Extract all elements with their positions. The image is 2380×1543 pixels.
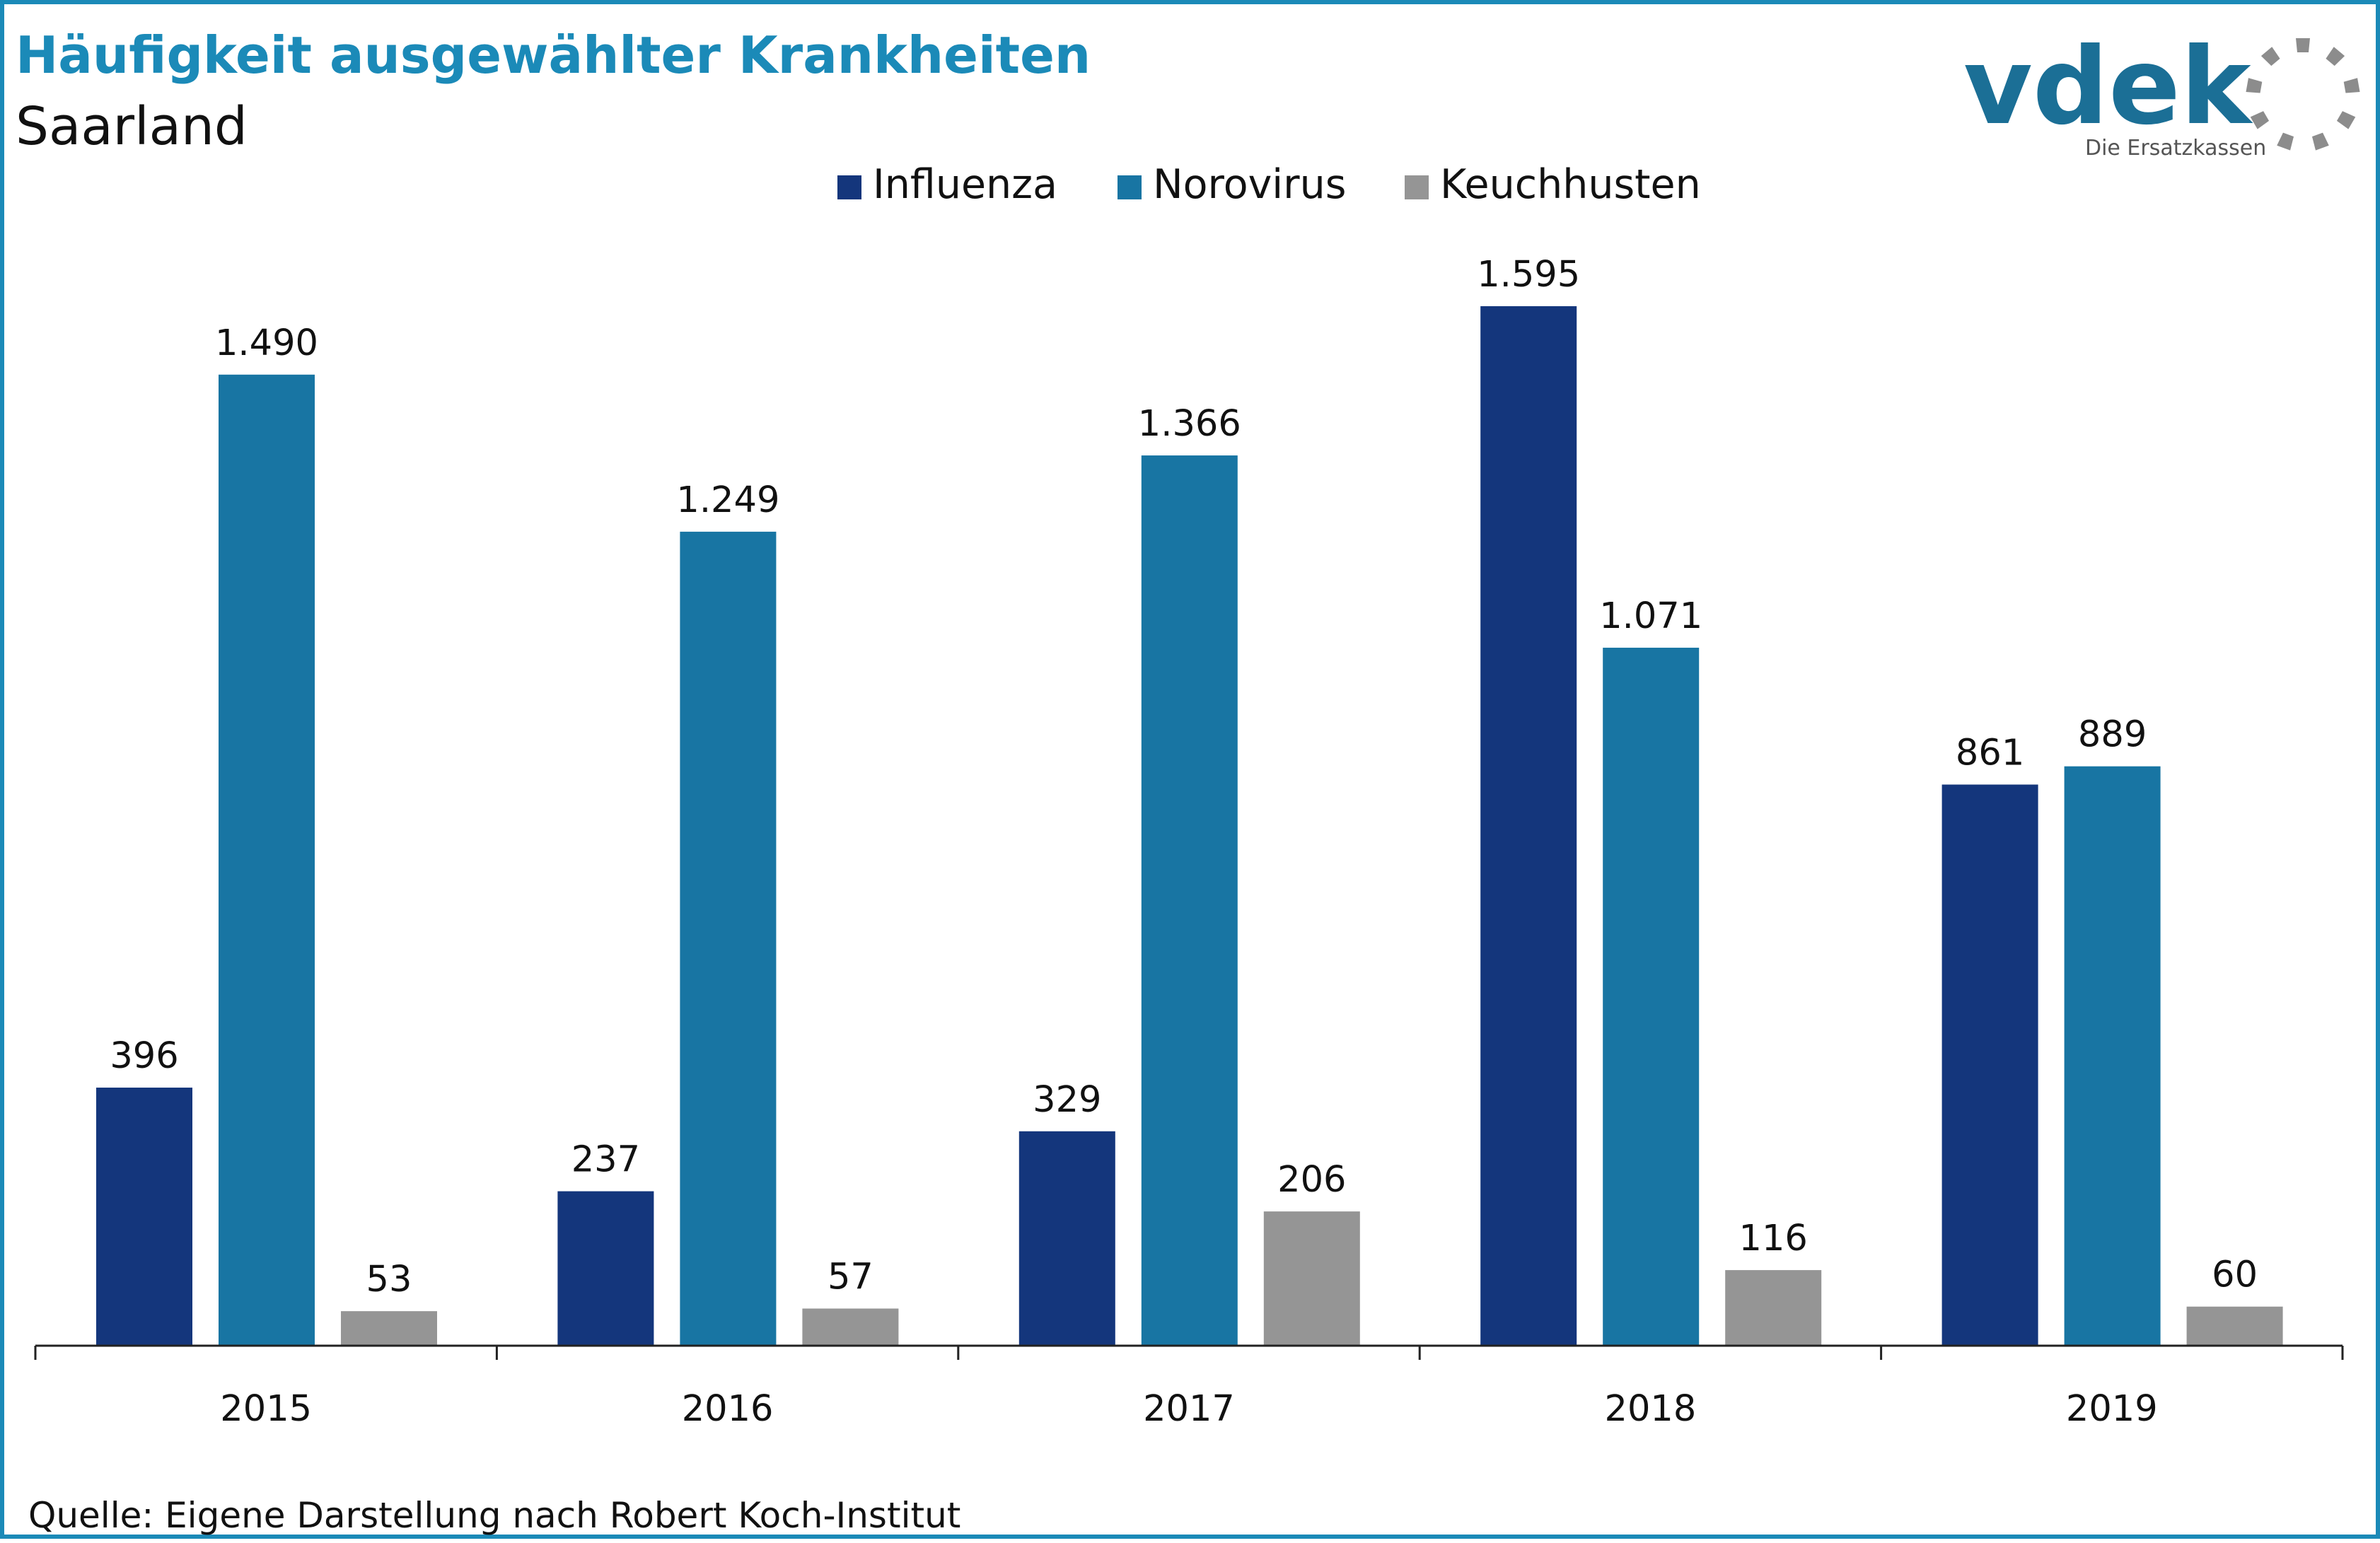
bar-norovirus-2016 [680, 531, 777, 1346]
x-tick-label-2018: 2018 [1605, 1388, 1697, 1430]
legend-label-norovirus: Norovirus [1153, 161, 1346, 208]
bar-keuchhusten-2017 [1263, 1211, 1360, 1346]
legend-swatch-influenza [837, 175, 861, 199]
bar-influenza-2016 [557, 1191, 654, 1346]
chart-title: Häufigkeit ausgewählter Krankheiten [16, 25, 1091, 85]
bar-influenza-2017 [1018, 1131, 1115, 1346]
x-tick-label-2015: 2015 [220, 1388, 312, 1430]
ring-of-dots-icon [2246, 38, 2360, 151]
value-label-keuchhusten-2015: 53 [366, 1259, 412, 1300]
bar-norovirus-2015 [219, 374, 315, 1346]
bar-keuchhusten-2018 [1725, 1270, 1822, 1346]
x-tick-label-2017: 2017 [1143, 1388, 1235, 1430]
value-label-influenza-2017: 329 [1033, 1079, 1101, 1121]
x-tick-label-2016: 2016 [682, 1388, 774, 1430]
legend-swatch-norovirus [1118, 175, 1142, 199]
value-label-keuchhusten-2017: 206 [1277, 1159, 1346, 1201]
value-label-influenza-2015: 396 [110, 1035, 178, 1077]
bar-norovirus-2018 [1603, 647, 1700, 1346]
bar-influenza-2018 [1480, 306, 1577, 1346]
value-label-norovirus-2016: 1.249 [676, 479, 779, 521]
value-label-keuchhusten-2019: 60 [2212, 1254, 2258, 1296]
bar-keuchhusten-2016 [802, 1308, 899, 1346]
value-label-norovirus-2019: 889 [2078, 714, 2147, 756]
value-label-norovirus-2018: 1.071 [1599, 595, 1702, 637]
bar-keuchhusten-2015 [341, 1311, 437, 1346]
value-label-keuchhusten-2018: 116 [1739, 1218, 1808, 1259]
value-label-influenza-2016: 237 [571, 1139, 640, 1181]
bar-norovirus-2019 [2064, 766, 2161, 1346]
source-note: Quelle: Eigene Darstellung nach Robert K… [28, 1495, 961, 1536]
legend-swatch-keuchhusten [1405, 175, 1429, 199]
x-tick-label-2019: 2019 [2066, 1388, 2158, 1430]
legend-label-keuchhusten: Keuchhusten [1440, 161, 1701, 208]
value-label-norovirus-2017: 1.366 [1138, 403, 1241, 445]
bar-norovirus-2017 [1141, 455, 1238, 1346]
value-label-norovirus-2015: 1.490 [215, 322, 318, 364]
bar-keuchhusten-2019 [2186, 1306, 2283, 1346]
bar-influenza-2015 [96, 1088, 192, 1346]
bar-influenza-2019 [1941, 784, 2038, 1346]
chart-subtitle: Saarland [16, 96, 248, 157]
logo-wordmark: vdek [1963, 25, 2253, 149]
logo-tagline: Die Ersatzkassen [2085, 136, 2266, 161]
value-label-influenza-2019: 861 [1956, 732, 2024, 774]
bar-chart: Influenza Norovirus Keuchhusten 396 1.490 53 2… [34, 161, 2344, 1430]
legend-label-influenza: Influenza [873, 161, 1057, 208]
vdek-logo: vdek Die Ersatzkassen [1963, 25, 2360, 161]
value-label-influenza-2018: 1.595 [1477, 254, 1580, 296]
value-label-keuchhusten-2016: 57 [828, 1256, 873, 1298]
